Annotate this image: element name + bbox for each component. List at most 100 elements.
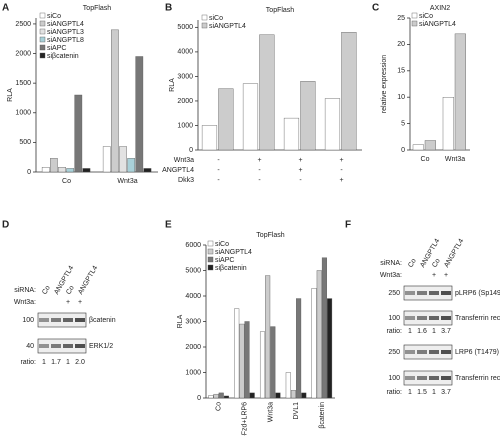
ratio-value: 1: [432, 389, 436, 396]
blot-band: [429, 316, 439, 320]
y-tick-label: 6000: [185, 242, 201, 249]
condition-value: +: [298, 167, 302, 174]
x-tick-label: Wnt3a: [267, 402, 274, 422]
bar: [135, 56, 144, 173]
blot-band: [75, 344, 85, 348]
ratio-value: 1: [408, 328, 412, 335]
ratio-value: 1.6: [417, 328, 427, 335]
bar: [218, 88, 234, 151]
mw-label: 100: [388, 375, 400, 382]
bar: [296, 298, 302, 399]
blot-band: [417, 376, 427, 380]
bar: [300, 81, 316, 151]
blot-band: [405, 376, 415, 380]
condition-value: -: [299, 177, 302, 184]
bar: [341, 32, 357, 151]
lane-label: ANGPTL4: [77, 265, 99, 296]
legend-swatch: [39, 52, 46, 59]
blot-band: [51, 344, 61, 348]
bar: [412, 144, 425, 151]
legend-swatch: [39, 44, 46, 51]
bar: [316, 270, 322, 399]
panel-letter: E: [165, 220, 172, 231]
y-tick-label: 2000: [185, 344, 201, 351]
legend-swatch: [39, 20, 46, 27]
ratio-value: 1: [66, 359, 70, 366]
bar: [58, 167, 66, 173]
x-tick-label: βcatenin: [319, 402, 326, 429]
legend-label: siANGPTL4: [209, 23, 246, 30]
panel-letter: B: [165, 3, 172, 14]
panel-letter: F: [345, 220, 351, 231]
lane-label: +: [444, 272, 448, 279]
x-tick-label: Wnt3a: [445, 156, 465, 163]
condition-value: -: [217, 157, 220, 164]
x-tick-label: Co: [62, 178, 71, 185]
chart-title: TopFlash: [83, 5, 112, 12]
blot-band: [39, 344, 49, 348]
bar: [259, 331, 266, 399]
x-tick-label: Wnt+Fzd+LRP6: [242, 402, 249, 436]
blot-label: siRNA:: [14, 287, 36, 294]
y-tick-label: 3000: [185, 318, 201, 325]
ratio-value: 1: [42, 359, 46, 366]
condition-name: Wnt3a: [174, 157, 194, 164]
y-tick-label: 1000: [185, 369, 201, 376]
condition-name: ANGPTL4: [162, 167, 194, 174]
bar: [111, 29, 119, 173]
legend-label: siβcatenin: [215, 265, 247, 272]
y-tick-label: 1000: [15, 110, 31, 117]
bar: [285, 372, 291, 399]
bar: [249, 392, 255, 399]
chart-title: TopFlash: [266, 7, 295, 14]
mw-label: 100: [22, 317, 34, 324]
y-tick-label: 5: [401, 120, 405, 127]
bar: [311, 288, 317, 399]
y-tick-label: 0: [189, 147, 193, 154]
legend-swatch: [207, 248, 214, 255]
blot-strip: [37, 312, 87, 328]
condition-value: +: [257, 157, 261, 164]
x-tick-label: Co: [421, 156, 430, 163]
mw-label: 250: [388, 290, 400, 297]
y-tick-label: 4000: [185, 293, 201, 300]
y-tick-label: 2500: [15, 21, 31, 28]
legend-swatch: [39, 28, 46, 35]
bar: [223, 395, 229, 399]
legend-swatch: [207, 240, 214, 247]
blot-band: [405, 350, 415, 354]
legend-label: siANGPTL4: [215, 249, 252, 256]
blot-strip: [37, 338, 87, 354]
blot-band: [429, 350, 439, 354]
ratio-value: 1.7: [51, 359, 61, 366]
blot-band: [417, 291, 427, 295]
bar: [275, 392, 281, 399]
bar: [301, 392, 307, 399]
y-axis-label: RLA: [7, 88, 14, 102]
legend-label: siAPC: [215, 257, 234, 264]
bar: [213, 393, 219, 399]
legend-swatch: [207, 256, 214, 263]
legend-label: siCo: [209, 15, 223, 22]
y-tick-label: 0: [27, 169, 31, 176]
y-tick-label: 20: [397, 41, 405, 48]
legend-swatch: [201, 22, 208, 29]
legend-label: siβcatenin: [47, 53, 79, 60]
y-tick-label: 0: [401, 147, 405, 154]
blot-band: [429, 291, 439, 295]
bar: [143, 168, 152, 173]
lane-label: Co: [431, 258, 442, 269]
condition-value: +: [298, 157, 302, 164]
bar: [424, 140, 437, 151]
ratio-value: 1: [432, 328, 436, 335]
blot-band: [441, 350, 451, 354]
ratio-label: ratio:: [386, 389, 402, 396]
y-tick-label: 0: [197, 395, 201, 402]
bar: [218, 392, 224, 399]
ratio-value: 2.0: [75, 359, 85, 366]
bar: [242, 83, 259, 151]
bar: [74, 94, 83, 173]
blot-band: [417, 350, 427, 354]
blot-strip: [403, 285, 453, 301]
legend-label: siAPC: [47, 45, 66, 52]
